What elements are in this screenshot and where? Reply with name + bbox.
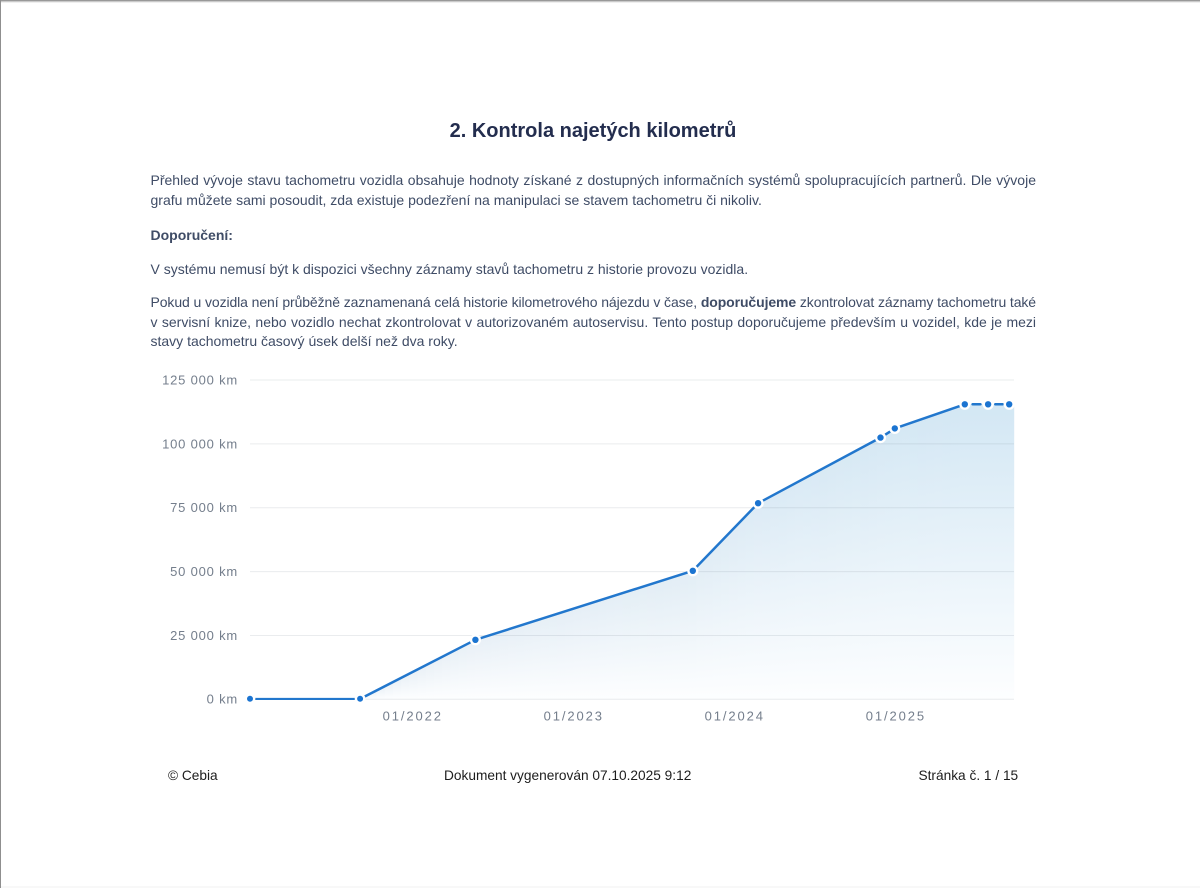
svg-text:0 km: 0 km xyxy=(207,692,238,707)
svg-text:01/2022: 01/2022 xyxy=(383,708,443,723)
svg-text:01/2025: 01/2025 xyxy=(866,708,926,723)
svg-text:75 000 km: 75 000 km xyxy=(170,500,238,515)
svg-text:01/2024: 01/2024 xyxy=(705,708,765,723)
svg-text:25 000 km: 25 000 km xyxy=(170,628,238,643)
svg-text:01/2023: 01/2023 xyxy=(544,708,604,723)
svg-text:100 000 km: 100 000 km xyxy=(162,436,238,451)
svg-text:125 000 km: 125 000 km xyxy=(162,372,238,387)
svg-text:50 000 km: 50 000 km xyxy=(170,564,238,579)
